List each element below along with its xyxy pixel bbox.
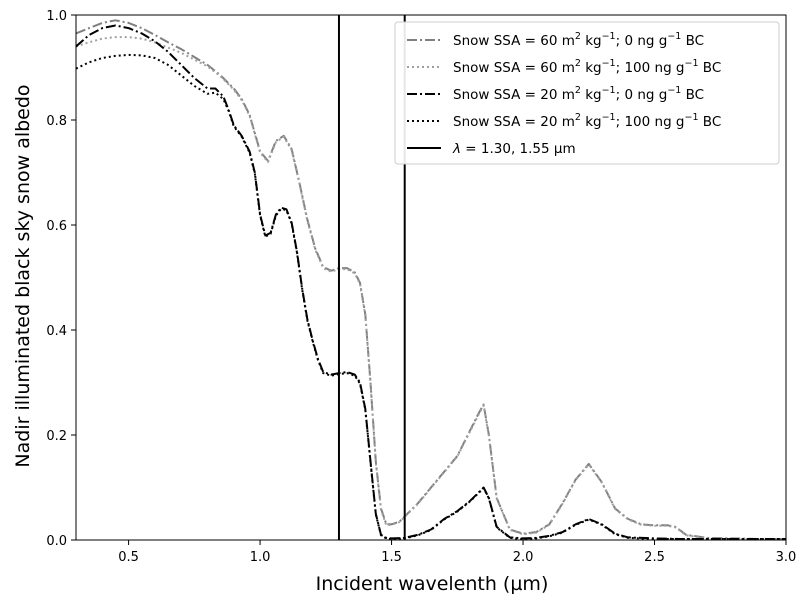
- legend: Snow SSA = 60 m2 kg−1; 0 ng g−1 BC Snow S…: [394, 21, 780, 165]
- legend-label: Snow SSA = 20 m2 kg−1; 0 ng g−1 BC: [453, 85, 704, 103]
- y-tick-label: 0.2: [46, 429, 67, 444]
- x-tick-label: 3.0: [776, 550, 797, 565]
- plot-marks: [75, 14, 787, 541]
- y-tick-label: 0.6: [46, 219, 67, 234]
- axes-frame: [75, 14, 787, 541]
- x-tick-label: 1.5: [381, 550, 402, 565]
- series-line-2: [76, 36, 786, 540]
- legend-item-5: λ = 1.30, 1.55 µm: [407, 141, 576, 157]
- x-tick-label: 2.5: [644, 550, 665, 565]
- legend-box: [394, 21, 780, 165]
- x-tick-label: 1.0: [250, 550, 271, 565]
- x-tick-label: 0.5: [118, 550, 139, 565]
- legend-item-1: Snow SSA = 60 m2 kg−1; 0 ng g−1 BC: [407, 31, 704, 49]
- series-line-4: [76, 53, 786, 540]
- y-axis-label: Nadir illuminated black sky snow albedo: [12, 84, 34, 467]
- y-tick-label: 0.0: [46, 534, 67, 549]
- y-tick-label: 0.8: [46, 114, 67, 129]
- legend-label: λ = 1.30, 1.55 µm: [452, 141, 576, 157]
- x-axis-label: Incident wavelenth (µm): [316, 573, 549, 595]
- legend-label: Snow SSA = 20 m2 kg−1; 100 ng g−1 BC: [453, 112, 721, 130]
- legend-item-3: Snow SSA = 20 m2 kg−1; 0 ng g−1 BC: [407, 85, 704, 103]
- y-tick-label: 0.4: [46, 324, 67, 339]
- axis-ticks: 0.5 1.0 1.5 2.0 2.5 3.0 0.0 0.2 0.4 0.6 0.8 1.0: [46, 9, 796, 565]
- x-tick-label: 2.0: [513, 550, 534, 565]
- legend-label: Snow SSA = 60 m2 kg−1; 0 ng g−1 BC: [453, 31, 704, 49]
- y-tick-label: 1.0: [46, 9, 67, 24]
- legend-item-4: Snow SSA = 20 m2 kg−1; 100 ng g−1 BC: [407, 112, 721, 130]
- plot-area: [76, 15, 786, 540]
- legend-item-2: Snow SSA = 60 m2 kg−1; 100 ng g−1 BC: [407, 58, 721, 76]
- legend-label: Snow SSA = 60 m2 kg−1; 100 ng g−1 BC: [453, 58, 721, 76]
